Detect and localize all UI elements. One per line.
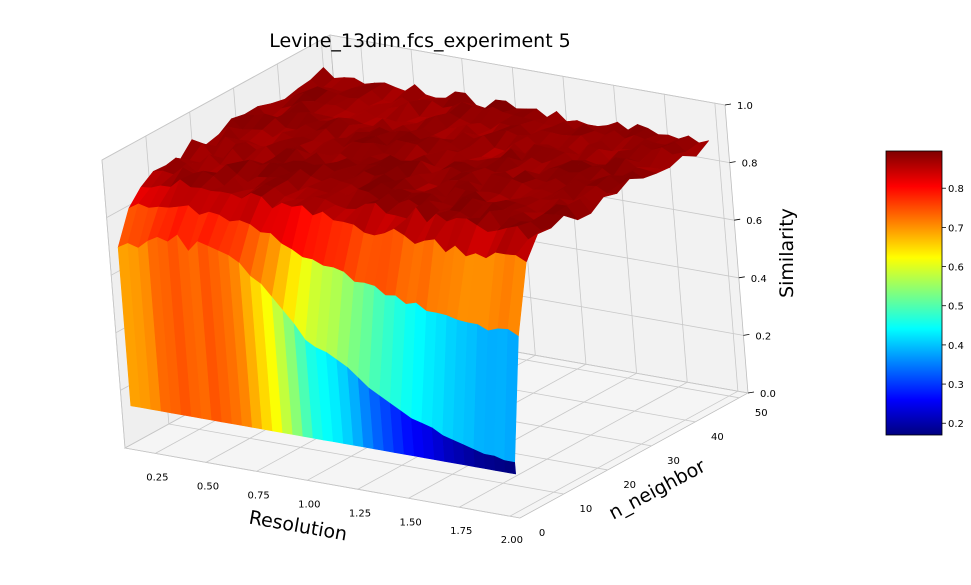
z-tick-label: 0.8 bbox=[742, 159, 758, 170]
y-tick-label: 30 bbox=[667, 456, 680, 467]
gridline bbox=[509, 390, 739, 517]
x-tick-label: 1.75 bbox=[450, 526, 472, 537]
z-tick-mark bbox=[743, 334, 750, 336]
x-tick-label: 0.50 bbox=[197, 481, 219, 492]
gridline bbox=[459, 381, 688, 508]
gridline bbox=[714, 103, 739, 392]
colorbar-tick-label: 0.8 bbox=[948, 184, 964, 195]
colorbar-tick-label: 0.3 bbox=[948, 380, 964, 391]
x-tick-label: 0.75 bbox=[248, 490, 270, 501]
z-tick-mark bbox=[738, 276, 745, 279]
z-tick-label: 0.2 bbox=[755, 331, 771, 342]
z-tick-label: 0.6 bbox=[746, 216, 762, 227]
resolution-ticks: 0.25 0.50 0.75 1.00 1.25 1.50 1.75 2.00 bbox=[146, 472, 523, 546]
similarity-surface bbox=[117, 67, 710, 475]
z-tick-mark bbox=[724, 103, 732, 106]
gridline bbox=[168, 423, 564, 495]
y-axis-label: n_neighbor bbox=[605, 455, 709, 524]
colorbar-tick-label: 0.6 bbox=[948, 263, 964, 274]
x-tick-label: 1.00 bbox=[298, 499, 320, 510]
z-axis-label: Similarity bbox=[776, 208, 798, 298]
x-axis-label: Resolution bbox=[247, 507, 349, 546]
colorbar bbox=[885, 150, 943, 436]
colorbar-ticks: 0.2 0.3 0.4 0.5 0.6 0.7 0.8 bbox=[942, 184, 964, 430]
z-tick-label: 0.0 bbox=[760, 389, 776, 400]
x-tick-label: 2.00 bbox=[501, 535, 523, 546]
x-tick-label: 0.25 bbox=[146, 472, 168, 483]
gridline bbox=[124, 447, 521, 519]
x-tick-label: 1.25 bbox=[349, 508, 371, 519]
gridline bbox=[101, 34, 331, 161]
chart-title: Levine_13dim.fcs_experiment 5 bbox=[269, 30, 571, 52]
surface-facet bbox=[483, 453, 496, 471]
y-tick-label: 50 bbox=[755, 408, 768, 419]
y-tick-label: 20 bbox=[623, 480, 636, 491]
colorbar-tick-label: 0.2 bbox=[948, 419, 964, 430]
z-tick-mark bbox=[734, 218, 741, 221]
x-tick-label: 1.50 bbox=[399, 517, 421, 528]
z-tick-label: 0.4 bbox=[751, 274, 767, 285]
z-tick-mark bbox=[747, 391, 755, 394]
colorbar-tick-label: 0.4 bbox=[948, 341, 964, 352]
n-neighbor-ticks: 0 10 20 30 40 50 bbox=[539, 408, 768, 539]
y-tick-label: 40 bbox=[711, 432, 724, 443]
similarity-ticks: 0.0 0.2 0.4 0.6 0.8 1.0 bbox=[724, 101, 776, 400]
y-tick-label: 0 bbox=[539, 528, 545, 539]
z-tick-mark bbox=[729, 161, 736, 163]
surface-facet bbox=[504, 460, 517, 475]
y-tick-label: 10 bbox=[579, 504, 592, 515]
gridline bbox=[408, 372, 637, 499]
colorbar-tick-label: 0.5 bbox=[948, 302, 964, 313]
z-tick-label: 1.0 bbox=[737, 101, 753, 112]
gridline bbox=[101, 159, 126, 449]
gridline bbox=[329, 34, 726, 106]
colorbar-tick-label: 0.7 bbox=[948, 223, 964, 234]
